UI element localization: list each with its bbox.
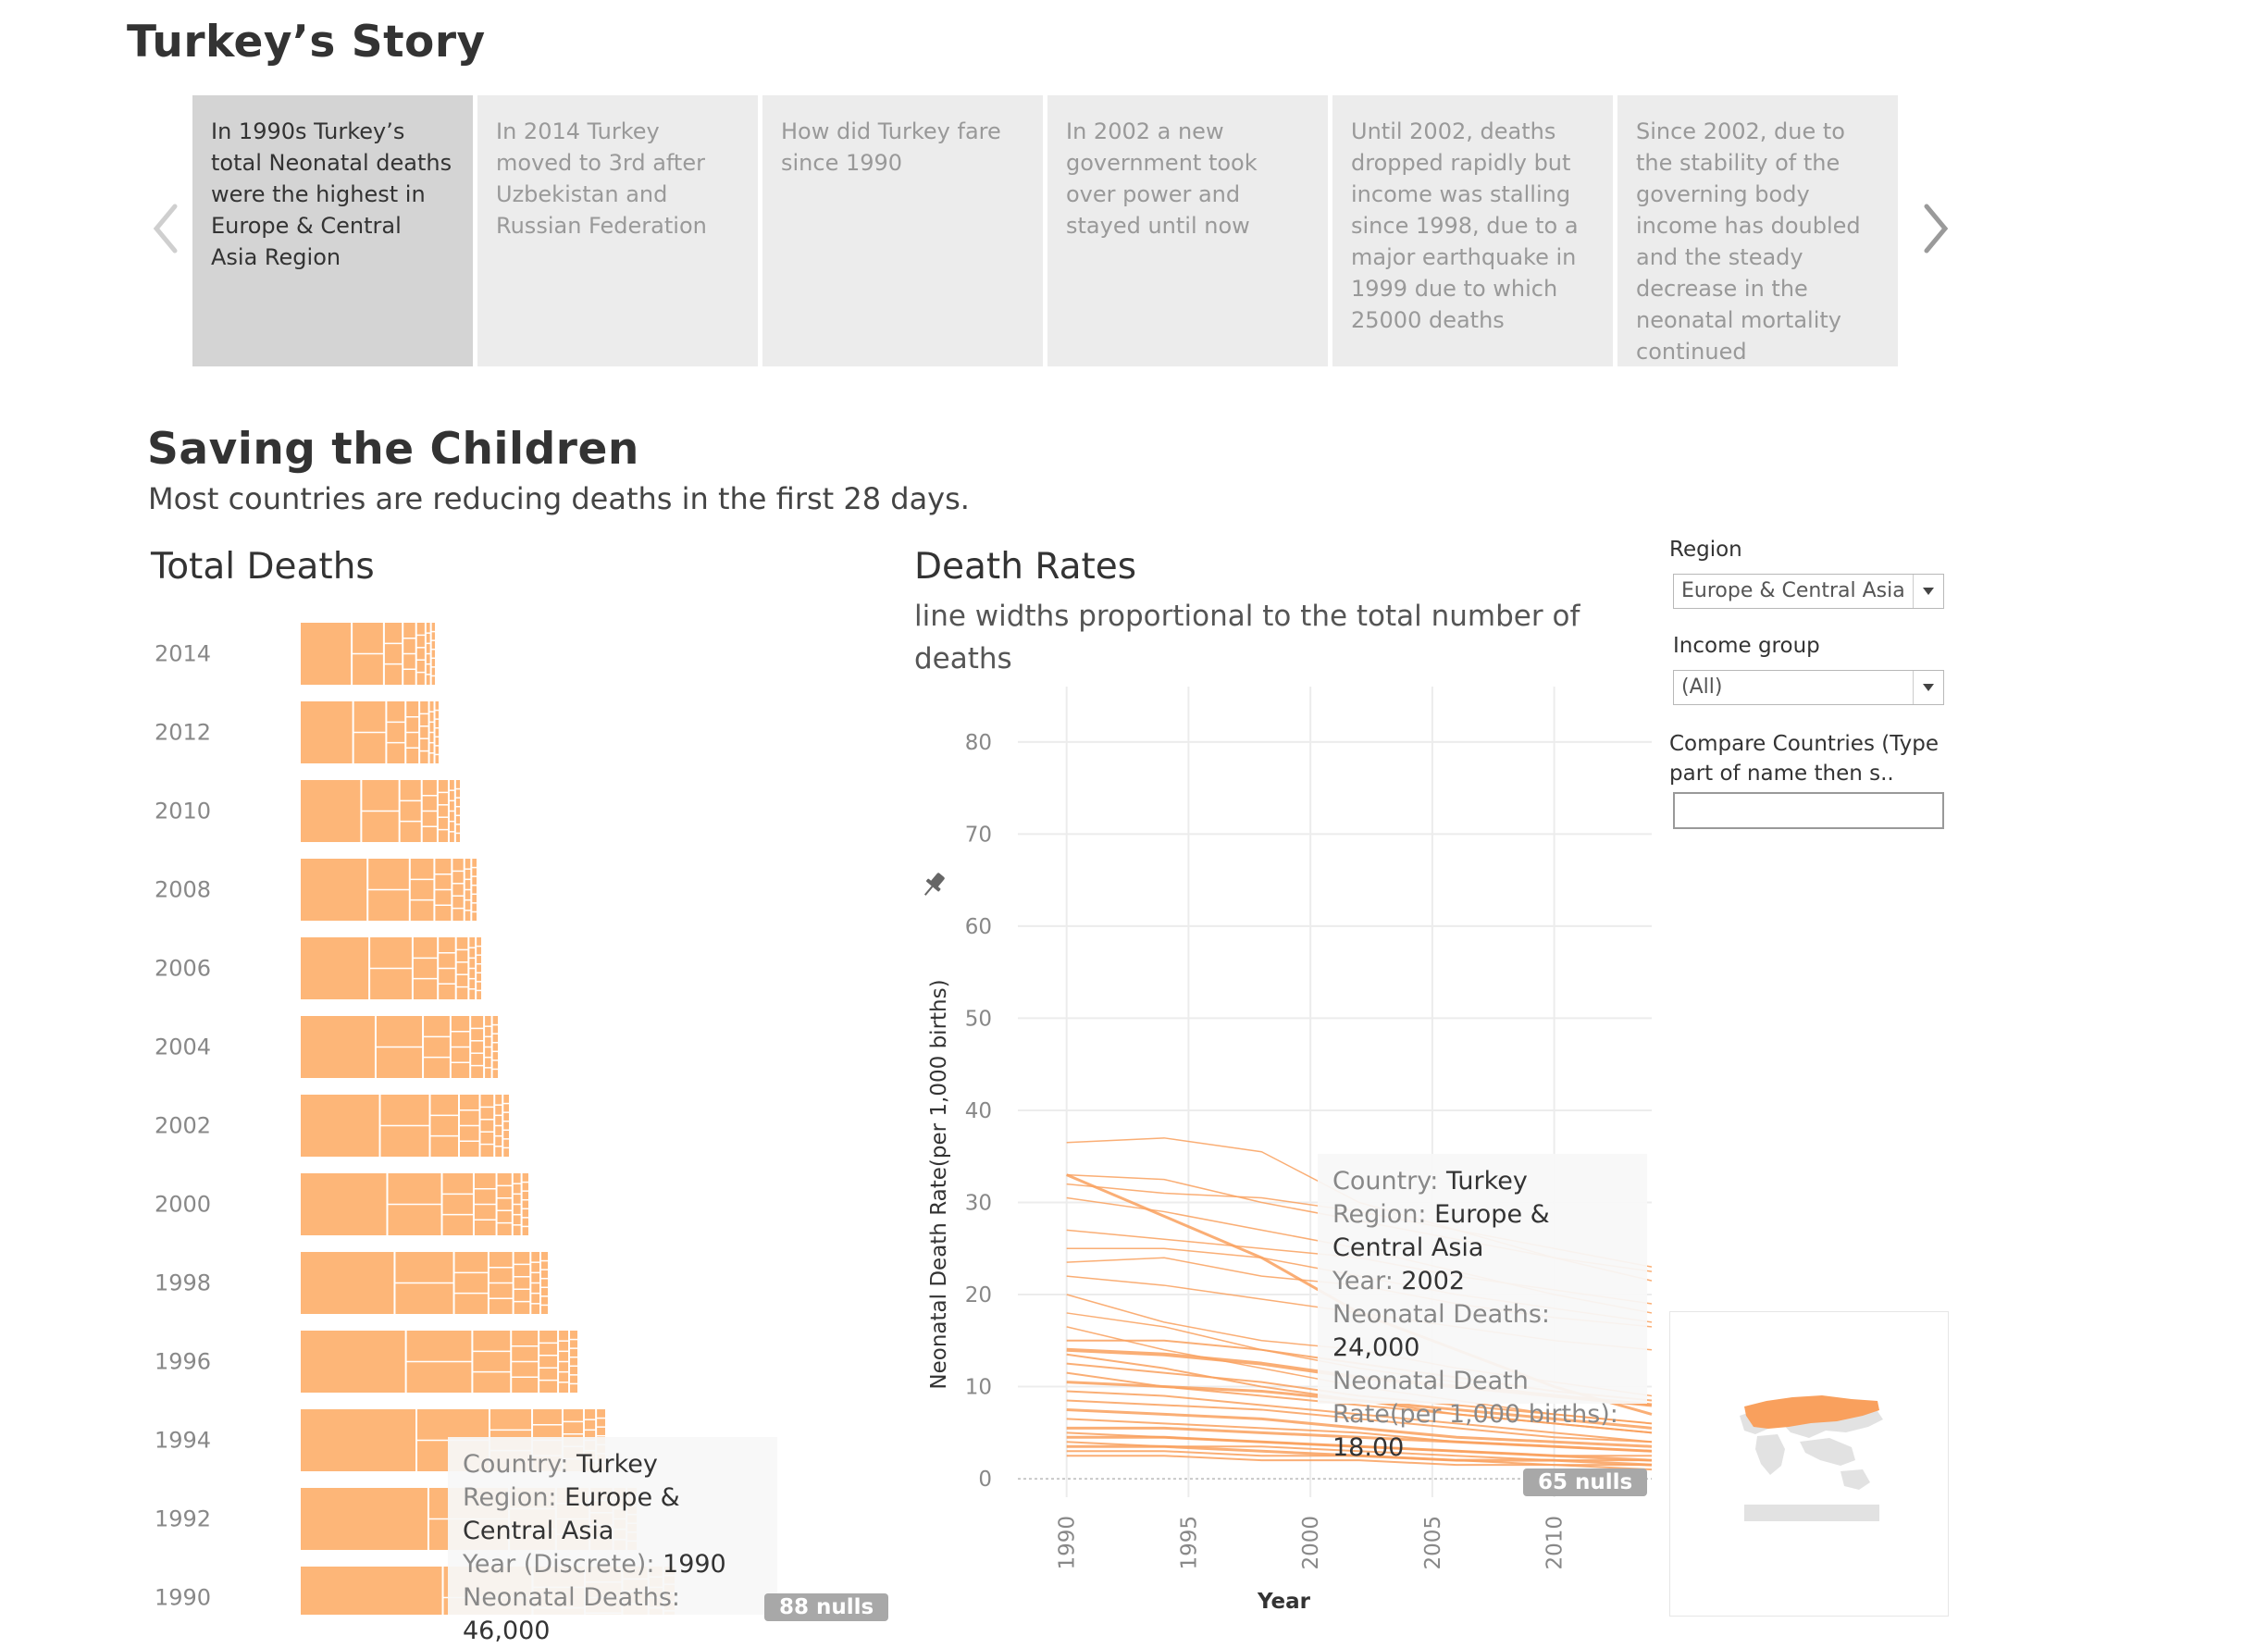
chevron-down-icon[interactable] [1913, 575, 1943, 608]
story-title: Turkey’s Story [127, 17, 486, 68]
x-tick-label: 2010 [1543, 1516, 1568, 1570]
country-rate-line[interactable] [1066, 1426, 1653, 1453]
year-label: 1996 [155, 1349, 211, 1375]
story-point-text: In 2002 a new government took over power… [1066, 118, 1258, 239]
tooltip-year-label: Year: [1332, 1267, 1402, 1295]
tooltip-region-label: Region: [1332, 1200, 1435, 1229]
story-point-text: Since 2002, due to the stability of the … [1636, 118, 1861, 365]
y-tick-label: 30 [965, 1191, 992, 1215]
total-deaths-title: Total Deaths [151, 546, 375, 588]
story-point-2[interactable]: In 2014 Turkey moved to 3rd after Uzbeki… [477, 95, 758, 366]
region-filter-label: Region [1669, 538, 1742, 562]
y-tick-label: 80 [965, 731, 992, 755]
total-deaths-tooltip: Country: Turkey Region: Europe & Central… [448, 1437, 777, 1645]
tooltip-region: Europe & Central Asia [1332, 1200, 1550, 1262]
y-tick-label: 50 [965, 1007, 992, 1031]
story-point-3[interactable]: How did Turkey fare since 1990 [762, 95, 1043, 366]
death-rates-nulls-badge[interactable]: 65 nulls [1523, 1468, 1648, 1496]
year-label: 2002 [155, 1113, 211, 1139]
y-tick-label: 60 [965, 915, 992, 939]
y-tick-label: 0 [978, 1468, 992, 1492]
x-tick-label: 2000 [1299, 1516, 1323, 1570]
chevron-down-icon[interactable] [1913, 671, 1943, 704]
story-points: In 1990s Turkey’s total Neonatal deaths … [192, 95, 1898, 366]
y-tick-label: 40 [965, 1099, 992, 1123]
story-point-text: In 2014 Turkey moved to 3rd after Uzbeki… [496, 118, 707, 239]
tooltip-country: Turkey [1445, 1167, 1528, 1196]
tooltip-country-label: Country: [1332, 1167, 1446, 1196]
tooltip-rate-label: Neonatal Death Rate(per 1,000 births): [1332, 1367, 1618, 1429]
income-select[interactable]: (All) [1673, 670, 1944, 705]
death-rates-title: Death Rates [914, 546, 1137, 588]
pin-icon[interactable] [916, 865, 953, 902]
story-point-5[interactable]: Until 2002, deaths dropped rapidly but i… [1332, 95, 1613, 366]
total-deaths-nulls-badge[interactable]: 88 nulls [764, 1593, 889, 1621]
tooltip-deaths: 46,000 [463, 1617, 551, 1645]
region-select[interactable]: Europe & Central Asia [1673, 574, 1944, 609]
year-label: 1990 [155, 1585, 211, 1611]
death-rates-subtitle: line widths proportional to the total nu… [914, 600, 1580, 675]
tooltip-year: 2002 [1401, 1267, 1466, 1295]
dashboard-title: Saving the Children [147, 424, 639, 475]
y-tick-label: 10 [965, 1376, 992, 1400]
chevron-right-icon[interactable] [1908, 199, 1964, 259]
story-point-text: In 1990s Turkey’s total Neonatal deaths … [211, 118, 452, 270]
tooltip-deaths-label: Neonatal Deaths: [1332, 1300, 1551, 1329]
year-label: 1992 [155, 1506, 211, 1532]
y-tick-label: 20 [965, 1283, 992, 1307]
story-point-1[interactable]: In 1990s Turkey’s total Neonatal deaths … [192, 95, 473, 366]
income-select-value: (All) [1681, 675, 1723, 699]
region-select-value: Europe & Central Asia [1681, 579, 1905, 602]
tooltip-country-label: Country: [463, 1450, 576, 1479]
y-tick-label: 70 [965, 823, 992, 847]
tooltip-deaths-label: Neonatal Deaths: [463, 1583, 681, 1612]
tooltip-region-label: Region: [463, 1483, 565, 1512]
country-rate-line[interactable] [1066, 1399, 1653, 1444]
country-rate-line[interactable] [1066, 1455, 1653, 1471]
year-label: 2004 [155, 1035, 211, 1060]
compare-countries-input[interactable] [1673, 792, 1944, 829]
year-label: 2008 [155, 877, 211, 903]
x-tick-label: 1990 [1056, 1516, 1080, 1570]
world-minimap[interactable] [1669, 1311, 1949, 1617]
story-point-4[interactable]: In 2002 a new government took over power… [1047, 95, 1328, 366]
region-highlight [1744, 1395, 1879, 1429]
tooltip-region: Europe & Central Asia [463, 1483, 680, 1545]
y-axis-title: Neonatal Death Rate(per 1,000 births) [927, 979, 951, 1389]
tooltip-rate: 18.00 [1332, 1433, 1405, 1462]
tooltip-year-label: Year (Discrete): [463, 1550, 663, 1579]
tooltip-country: Turkey [576, 1450, 658, 1479]
country-rate-line[interactable] [1066, 1407, 1653, 1448]
year-label: 2006 [155, 956, 211, 982]
year-label: 1994 [155, 1428, 211, 1454]
story-point-text: How did Turkey fare since 1990 [781, 118, 1001, 176]
year-label: 2010 [155, 799, 211, 824]
year-label: 2014 [155, 641, 211, 667]
income-filter-label: Income group [1673, 634, 1820, 658]
death-rates-tooltip: Country: Turkey Region: Europe & Central… [1318, 1154, 1647, 1462]
x-axis-title: Year [1257, 1590, 1311, 1614]
tooltip-deaths: 24,000 [1332, 1333, 1420, 1362]
country-rate-line[interactable] [1066, 1435, 1653, 1462]
year-label: 2012 [155, 720, 211, 746]
x-tick-label: 2005 [1421, 1516, 1445, 1570]
year-label: 1998 [155, 1270, 211, 1296]
tooltip-year: 1990 [663, 1550, 726, 1579]
story-point-text: Until 2002, deaths dropped rapidly but i… [1351, 118, 1579, 333]
dashboard-subtitle: Most countries are reducing deaths in th… [148, 481, 970, 516]
compare-countries-label: Compare Countries (Type part of name the… [1669, 732, 1940, 786]
country-rate-line[interactable] [1066, 1390, 1653, 1444]
x-tick-label: 1995 [1177, 1516, 1201, 1570]
story-point-6[interactable]: Since 2002, due to the stability of the … [1617, 95, 1898, 366]
year-label: 2000 [155, 1192, 211, 1218]
chevron-left-icon[interactable] [142, 199, 197, 259]
